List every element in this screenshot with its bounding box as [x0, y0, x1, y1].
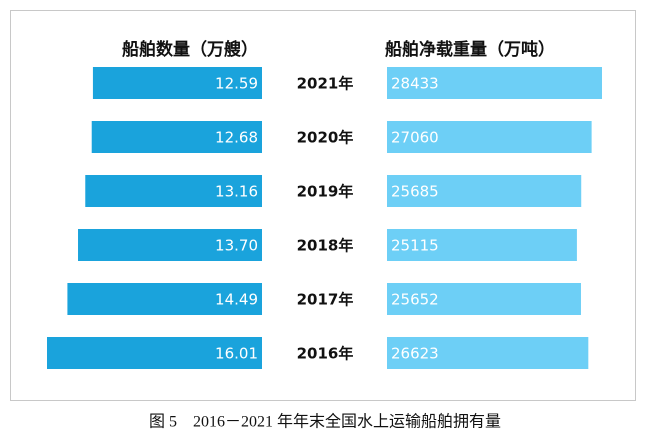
- value-label: 25115: [391, 237, 439, 255]
- bar: [47, 337, 262, 369]
- bar: [78, 229, 262, 261]
- value-label: 12.59: [215, 75, 258, 93]
- bar: [91, 121, 262, 153]
- value-label: 16.01: [215, 345, 258, 363]
- year-label: 2021年: [297, 75, 354, 93]
- bar: [387, 121, 592, 153]
- year-label: 2020年: [297, 129, 354, 147]
- year-label: 2018年: [297, 237, 354, 255]
- year-label: 2019年: [297, 183, 354, 201]
- bar: [387, 67, 602, 99]
- bar: [92, 67, 262, 99]
- bar: [387, 175, 582, 207]
- value-label: 14.49: [215, 291, 258, 309]
- value-label: 27060: [391, 129, 439, 147]
- bar: [85, 175, 263, 207]
- chart-title: 图 5 2016－2021 年年末全国水上运输船舶拥有量: [149, 413, 501, 431]
- bar: [67, 283, 263, 315]
- left-series-name: 船舶数量（万艘）: [122, 39, 258, 60]
- value-label: 26623: [391, 345, 439, 363]
- value-label: 13.16: [215, 183, 258, 201]
- bar: [387, 229, 577, 261]
- value-label: 28433: [391, 75, 439, 93]
- year-label: 2017年: [297, 291, 354, 309]
- year-label: 2016年: [297, 345, 354, 363]
- bar: [387, 283, 581, 315]
- bar: [387, 337, 589, 369]
- value-label: 25652: [391, 291, 439, 309]
- value-label: 13.70: [215, 237, 258, 255]
- chart-frame: [10, 10, 636, 401]
- value-label: 12.68: [215, 129, 258, 147]
- value-label: 25685: [391, 183, 439, 201]
- right-series-name: 船舶净载重量（万吨）: [385, 39, 555, 60]
